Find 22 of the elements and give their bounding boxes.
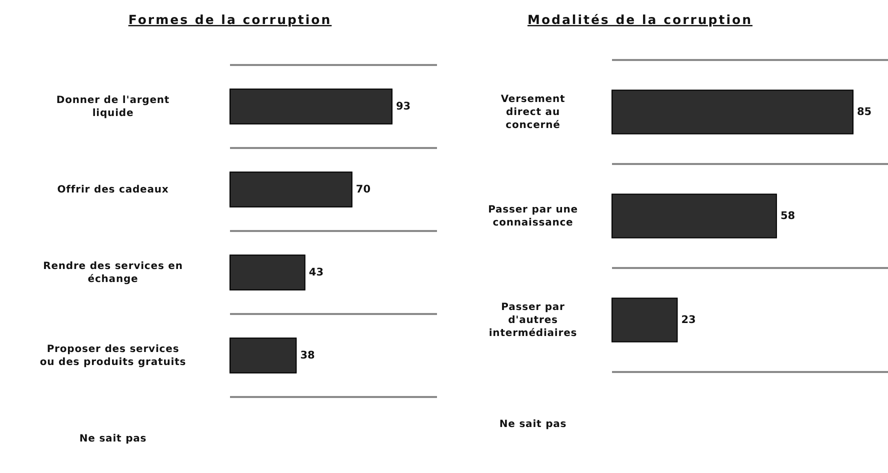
y-tick-label: Proposer des services ou des produits gratuits <box>40 344 186 368</box>
y-tick-label: Ne sait pas <box>499 418 567 430</box>
data-label: 58 <box>780 210 796 222</box>
bar <box>230 338 297 374</box>
y-tick-label: Versement direct au concerné <box>500 94 566 131</box>
data-label: 23 <box>681 314 696 326</box>
bar <box>230 88 392 124</box>
y-tick-label: Rendre des services en échange <box>43 260 183 285</box>
y-tick-label: Ne sait pas <box>79 433 147 444</box>
bar <box>230 172 352 208</box>
data-label: 43 <box>308 266 324 278</box>
data-label: 85 <box>857 106 872 118</box>
y-tick-label: Passer par d'autres intermédiaires <box>488 302 578 339</box>
y-tick-label: Donner de l'argent liquide <box>56 94 170 119</box>
bar <box>230 254 306 290</box>
y-tick-label: Offrir des cadeaux <box>57 184 169 196</box>
y-tick-label: Passer par une connaissance <box>488 204 578 228</box>
chart-title: Formes de la corruption <box>128 12 332 27</box>
chart-title: Modalités de la corruption <box>528 12 752 27</box>
data-label: 70 <box>356 183 371 196</box>
data-label: 38 <box>300 349 315 362</box>
data-label: 93 <box>396 100 411 112</box>
